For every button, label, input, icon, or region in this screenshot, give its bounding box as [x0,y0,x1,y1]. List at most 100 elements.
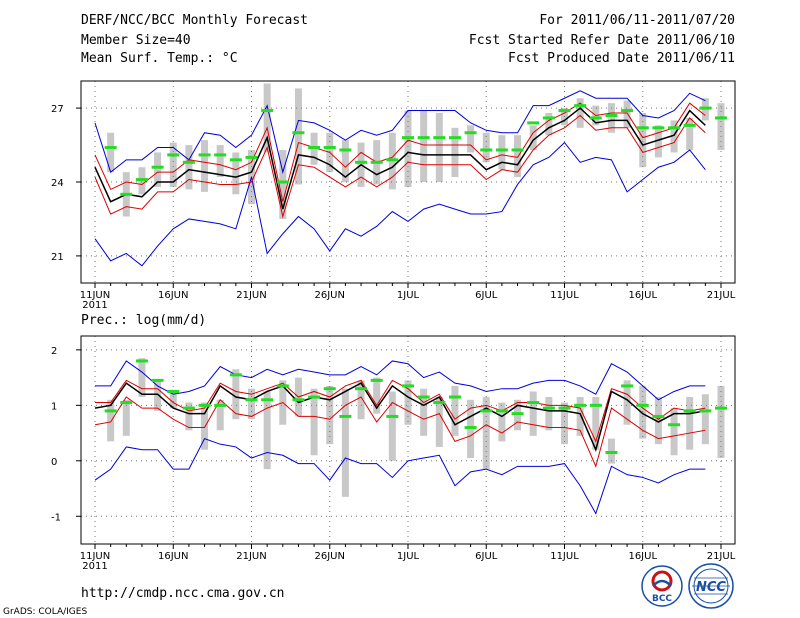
precip-median-mark [589,403,602,407]
temp-median-mark [511,148,524,152]
precip-spread-box [357,380,365,420]
precip-x-tick-label: 6JUL [475,551,498,562]
temp-median-mark [104,146,117,150]
temp-spread-box [576,98,584,128]
temp-x-tick-label: 6JUL [475,290,498,301]
temp-median-mark [448,136,461,140]
temp-minus-sd-line [94,114,706,219]
temp-spread-box [169,142,177,187]
precip-spread-box [435,397,443,447]
precip-x-year-label: 2011 [82,561,107,572]
temp-plus-sd-line [94,102,706,202]
precip-spread-box [326,385,334,445]
precip-spread-box [686,397,694,450]
temp-spread-box [639,113,647,168]
temp-spread-box [482,132,490,163]
precip-median-mark [135,359,148,363]
temp-x-tick-label: 16JUN [158,290,188,301]
precip-median-mark [605,450,618,454]
temp-spread-box [232,152,240,195]
precip-spread-box [154,380,162,411]
precip-spread-box [185,402,193,431]
ncc-logo-text: NCC [696,580,726,595]
temp-median-mark [542,116,555,120]
temp-median-mark [495,148,508,152]
temp-spread-box [216,145,224,178]
temp-spread-box [514,135,522,178]
precip-median-mark [715,406,727,410]
precip-spread-box [623,380,631,425]
forecast-start-date: Fcst Started Refer Date 2011/06/10 [469,33,735,48]
temp-median-mark [683,123,696,127]
temp-median-mark [261,109,274,113]
temp-spread-box [451,127,459,178]
precip-spread-box [122,399,130,436]
temp-median-mark [182,160,195,164]
temp-spread-box [498,135,506,170]
temp-x-tick-label: 26JUN [315,290,345,301]
forecast-period: For 2011/06/11-2011/07/20 [539,13,735,28]
precip-spread-box [529,391,537,436]
precip-median-mark [355,387,368,391]
temp-spread-box [435,113,443,182]
temp-median-mark [589,116,602,120]
temp-median-mark [636,126,649,130]
precip-median-mark [276,384,289,388]
temp-spread-box [467,125,475,153]
precip-x-tick-label: 16JUL [628,551,657,562]
precip-x-tick-label: 26JUN [315,551,345,562]
temp-median-mark [480,148,493,152]
ncc-logo: NCC [688,563,734,609]
precip-x-tick-label: 1JUL [397,551,420,562]
temperature-panel: 21 24 27 11JUN 16JUN 21JUN 26JUN 1JUL 6JUL 11JUL 1… [51,80,736,311]
precip-median-mark [120,401,133,405]
precip-spread-box [561,402,568,445]
precip-y-tick-label: 1 [51,401,57,412]
temp-spread-box [529,125,537,150]
temp-median-mark [433,136,446,140]
precip-spread-box [498,402,506,442]
forecast-produced-date: Fcst Produced Date 2011/06/11 [508,51,735,66]
temp-x-tick-label: 21JUN [236,290,266,301]
temp-y-tick-label: 27 [51,104,64,115]
temp-median-mark [276,180,289,184]
precip-spread-box [451,385,459,436]
precip-median-mark [308,395,321,399]
temp-median-mark [308,146,321,150]
temp-spread-box [623,100,631,128]
temp-median-mark [621,109,634,113]
precip-x-tick-label: 11JUN [80,551,110,562]
precip-median-mark [433,401,446,405]
temp-spread-box [670,120,678,153]
temp-spread-box [341,140,349,182]
precip-median-mark [292,398,305,402]
temp-median-mark [120,192,133,196]
precip-median-mark [370,378,383,382]
precip-spread-box [263,391,271,470]
precip-spread-box [639,385,647,439]
precip-y-tick-label: 2 [51,346,57,357]
precip-median-mark [167,389,180,393]
precip-y-tick-label: 0 [51,457,57,468]
temp-median-mark [668,126,681,130]
temp-min-line [94,141,706,267]
precip-spread-box [388,391,396,461]
precip-median-mark [621,384,634,388]
temp-y-tick-label: 24 [51,178,64,189]
precip-median-mark [527,401,540,405]
temp-x-tick-label: 11JUN [80,290,110,301]
precip-y-tick-label: -1 [51,512,61,523]
precip-median-mark [261,398,274,402]
temp-spread-box [654,125,662,158]
bcc-logo: BCC [641,565,683,607]
precip-min-line [94,437,706,515]
temp-median-mark [167,153,180,157]
temp-spread-box [420,110,428,182]
precip-max-line [95,360,706,401]
precip-spread-box [701,394,709,445]
precip-median-mark [448,395,461,399]
temp-median-mark [605,113,618,117]
temp-x-tick-label: 16JUL [628,290,657,301]
temp-median-mark [464,131,477,135]
